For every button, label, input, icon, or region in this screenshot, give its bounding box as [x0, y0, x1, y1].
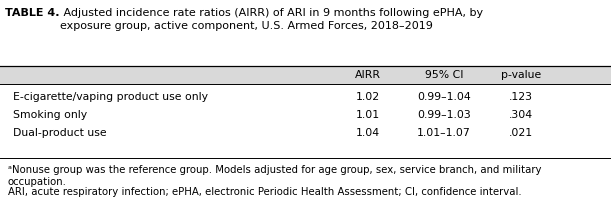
Text: .304: .304 [509, 110, 533, 120]
Text: TABLE 4.: TABLE 4. [5, 8, 59, 18]
Text: ᵃNonuse group was the reference group. Models adjusted for age group, sex, servi: ᵃNonuse group was the reference group. M… [8, 165, 541, 187]
Text: 1.02: 1.02 [356, 92, 380, 102]
Text: 95% CI: 95% CI [425, 70, 463, 80]
Text: Dual-product use: Dual-product use [13, 128, 107, 138]
Text: Smoking only: Smoking only [13, 110, 87, 120]
Text: AIRR: AIRR [355, 70, 381, 80]
Text: 1.01–1.07: 1.01–1.07 [417, 128, 471, 138]
Text: 1.01: 1.01 [356, 110, 380, 120]
Text: 1.04: 1.04 [356, 128, 380, 138]
Text: E-cigarette/vaping product use only: E-cigarette/vaping product use only [13, 92, 208, 102]
Text: Adjusted incidence rate ratios (AIRR) of ARI in 9 months following ePHA, by
expo: Adjusted incidence rate ratios (AIRR) of… [59, 8, 483, 31]
Text: 0.99–1.04: 0.99–1.04 [417, 92, 471, 102]
Text: 0.99–1.03: 0.99–1.03 [417, 110, 471, 120]
Text: p-value: p-value [501, 70, 541, 80]
Text: ARI, acute respiratory infection; ePHA, electronic Periodic Health Assessment; C: ARI, acute respiratory infection; ePHA, … [8, 187, 522, 197]
Bar [0, 66, 611, 84]
Text: .123: .123 [509, 92, 533, 102]
Text: .021: .021 [509, 128, 533, 138]
